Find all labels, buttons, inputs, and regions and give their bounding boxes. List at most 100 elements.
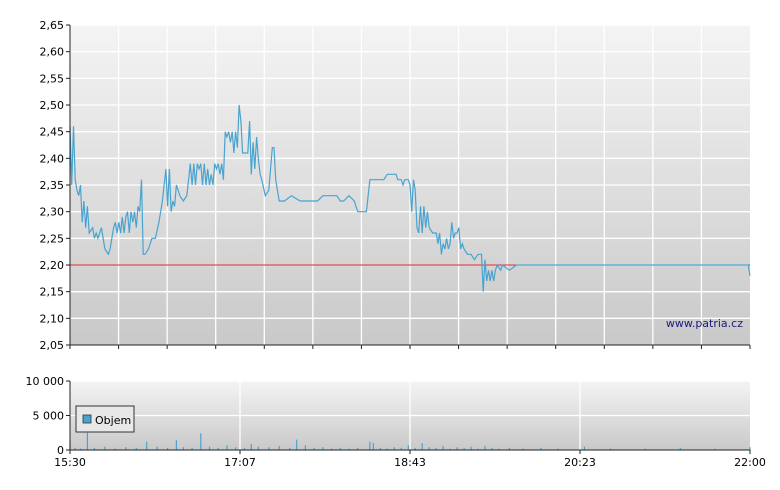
price-y-tick-label: 2,50 <box>40 99 65 112</box>
volume-bar <box>146 441 148 450</box>
volume-bar <box>357 447 359 450</box>
volume-bar <box>414 447 416 450</box>
volume-bar <box>235 447 237 450</box>
volume-x-tick-label: 18:43 <box>394 456 426 469</box>
volume-bar <box>104 446 106 450</box>
volume-x-tick-label: 15:30 <box>54 456 86 469</box>
volume-bar <box>93 447 95 450</box>
volume-bar <box>435 447 437 450</box>
volume-y-tick-label: 10 000 <box>26 375 65 388</box>
legend-swatch <box>82 414 92 424</box>
volume-bar <box>491 447 493 450</box>
volume-grid <box>70 380 750 450</box>
volume-bar <box>200 433 202 450</box>
volume-bar <box>456 447 458 450</box>
price-y-tick-label: 2,15 <box>40 286 65 299</box>
volume-y-tick-label: 0 <box>57 444 64 457</box>
volume-bar <box>522 448 524 450</box>
volume-bar <box>175 440 177 450</box>
volume-bar <box>498 448 500 450</box>
volume-bar <box>278 445 280 450</box>
volume-bar <box>470 446 472 450</box>
price-x-ticks <box>69 345 751 349</box>
price-y-tick-label: 2,20 <box>40 259 65 272</box>
volume-x-tick-label: 20:23 <box>564 456 596 469</box>
volume-bar <box>400 447 402 450</box>
volume-bar <box>182 447 184 450</box>
price-panel: 2,05 2,10 2,15 2,20 2,25 2,30 2,35 2,40 2,45 2,50… <box>40 19 751 352</box>
volume-bar <box>114 448 116 450</box>
volume-bar <box>407 445 409 450</box>
volume-bar <box>508 447 510 450</box>
volume-bar <box>714 448 716 450</box>
price-y-tick-label: 2,65 <box>40 19 65 32</box>
volume-bar <box>557 448 559 450</box>
volume-bar <box>463 447 465 450</box>
volume-bar <box>257 446 259 450</box>
volume-bar <box>217 447 219 450</box>
volume-bar <box>313 447 315 450</box>
volume-bar <box>167 447 169 450</box>
volume-bar <box>156 446 158 450</box>
volume-bar <box>74 447 76 450</box>
price-y-tick-label: 2,10 <box>40 312 65 325</box>
volume-bar <box>679 447 681 450</box>
volume-bar <box>125 447 127 450</box>
volume-bar <box>372 443 374 450</box>
volume-bar <box>644 448 646 450</box>
volume-bar <box>749 447 751 450</box>
volume-bar <box>609 448 612 450</box>
price-grid <box>70 24 750 345</box>
price-y-tick-label: 2,55 <box>40 72 65 85</box>
volume-bar <box>348 448 350 450</box>
price-y-tick-label: 2,35 <box>40 179 65 192</box>
price-y-tick-label: 2,25 <box>40 232 65 245</box>
price-y-tick-label: 2,45 <box>40 126 65 139</box>
volume-bar <box>208 446 211 450</box>
volume-bar <box>289 447 291 450</box>
volume-bar <box>484 445 486 450</box>
volume-bar <box>386 448 388 450</box>
volume-bar <box>540 447 542 450</box>
price-y-tick-label: 2,40 <box>40 152 65 165</box>
volume-bar <box>393 447 395 450</box>
volume-bar <box>369 441 371 450</box>
volume-bar <box>449 448 451 450</box>
volume-bar <box>379 447 381 450</box>
volume-bar <box>442 445 444 450</box>
volume-y-tick-label: 5 000 <box>33 410 65 423</box>
volume-bar <box>268 447 270 450</box>
volume-bar <box>243 447 245 450</box>
volume-bar <box>583 446 585 450</box>
volume-bar <box>226 445 228 450</box>
volume-series <box>69 432 751 451</box>
volume-bar <box>135 447 137 450</box>
price-y-tick-label: 2,05 <box>40 339 65 352</box>
price-series <box>69 104 751 292</box>
volume-bar <box>79 448 82 450</box>
price-y-axis: 2,05 2,10 2,15 2,20 2,25 2,30 2,35 2,40 2,45 2,50… <box>40 19 70 352</box>
volume-bar <box>339 447 341 450</box>
price-y-tick-label: 2,60 <box>40 46 65 59</box>
volume-bar <box>330 448 333 450</box>
volume-bar <box>296 439 298 450</box>
volume-bar <box>322 447 324 450</box>
volume-bar <box>421 443 423 450</box>
volume-bar <box>250 443 252 450</box>
volume-bar <box>191 447 193 450</box>
legend: Objem <box>75 405 135 433</box>
volume-bar <box>86 432 88 451</box>
volume-y-axis: 0 5 000 10 000 <box>26 375 70 457</box>
volume-bar <box>304 445 306 450</box>
volume-x-axis: 15:30 17:07 18:43 20:23 22:00 <box>54 450 766 469</box>
volume-bar <box>428 447 430 450</box>
volume-bar <box>477 448 479 450</box>
volume-x-tick-label: 17:07 <box>224 456 256 469</box>
volume-x-tick-label: 22:00 <box>734 456 766 469</box>
legend-label: Objem <box>95 414 131 427</box>
watermark: www.patria.cz <box>666 317 743 330</box>
volume-panel: 0 5 000 10 000 15:30 17:07 18:43 20:23 22:00 O… <box>26 375 766 469</box>
price-y-tick-label: 2,30 <box>40 206 65 219</box>
price-line <box>69 104 751 292</box>
